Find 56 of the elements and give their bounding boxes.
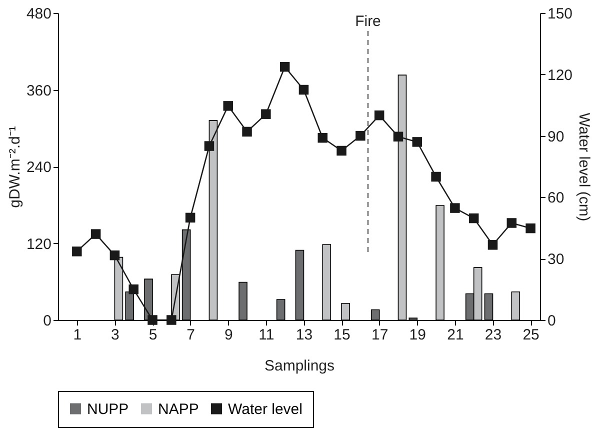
legend-label: NAPP — [158, 400, 199, 418]
x-tick-label: 17 — [371, 326, 388, 344]
point — [526, 223, 536, 234]
point — [374, 110, 384, 120]
point — [488, 240, 498, 250]
x-tick-label: 5 — [148, 326, 158, 344]
point — [318, 132, 328, 143]
point — [148, 315, 158, 325]
x-tick-label: 9 — [224, 326, 233, 344]
point — [431, 172, 441, 182]
y-tick-label: 240 — [26, 159, 52, 176]
y-tick-label: 360 — [26, 82, 52, 100]
y-tick-label: 120 — [26, 236, 52, 253]
point — [506, 218, 517, 228]
ref-line-label: Fire — [355, 13, 381, 30]
x-tick-label: 25 — [522, 326, 540, 344]
point — [468, 213, 479, 224]
point — [242, 126, 252, 137]
point — [166, 315, 176, 325]
x-tick-label: 19 — [409, 326, 426, 344]
y2-tick-label: 60 — [548, 190, 564, 207]
x-tick-label: 13 — [296, 326, 313, 344]
y2-tick-label: 90 — [548, 128, 564, 146]
x-tick-label: 1 — [73, 326, 82, 344]
y2-tick-label: 120 — [548, 66, 573, 84]
y-tick-label: 480 — [26, 6, 52, 22]
legend-label: NUPP — [87, 400, 129, 418]
point — [261, 109, 271, 119]
point — [72, 246, 82, 256]
x-tick-label: 23 — [484, 326, 502, 344]
point — [185, 212, 196, 223]
y2-tick-label: 30 — [548, 251, 564, 268]
point — [412, 137, 422, 147]
y-axis-title: gDW.m⁻².d⁻¹ — [6, 126, 24, 208]
x-tick-label: 7 — [186, 326, 195, 344]
legend-label: Water level — [228, 400, 302, 418]
x-axis-title: Samplings — [264, 358, 335, 374]
y2-tick-label: 0 — [548, 312, 556, 330]
point — [336, 146, 346, 156]
point — [90, 229, 101, 239]
point — [356, 130, 366, 141]
point — [223, 101, 233, 111]
point — [298, 84, 309, 95]
point — [280, 62, 290, 72]
point — [128, 284, 138, 294]
point — [450, 203, 460, 213]
x-tick-label: 21 — [447, 326, 464, 344]
y2-tick-label: 150 — [548, 6, 573, 22]
point — [393, 132, 404, 142]
point — [110, 250, 120, 260]
y2-axis-title: Water level (cm) — [576, 112, 593, 222]
y-tick-label: 0 — [43, 312, 52, 330]
x-tick-label: 3 — [111, 326, 120, 344]
x-tick-label: 15 — [334, 326, 350, 344]
x-tick-label: 11 — [258, 326, 274, 344]
point — [204, 141, 214, 151]
